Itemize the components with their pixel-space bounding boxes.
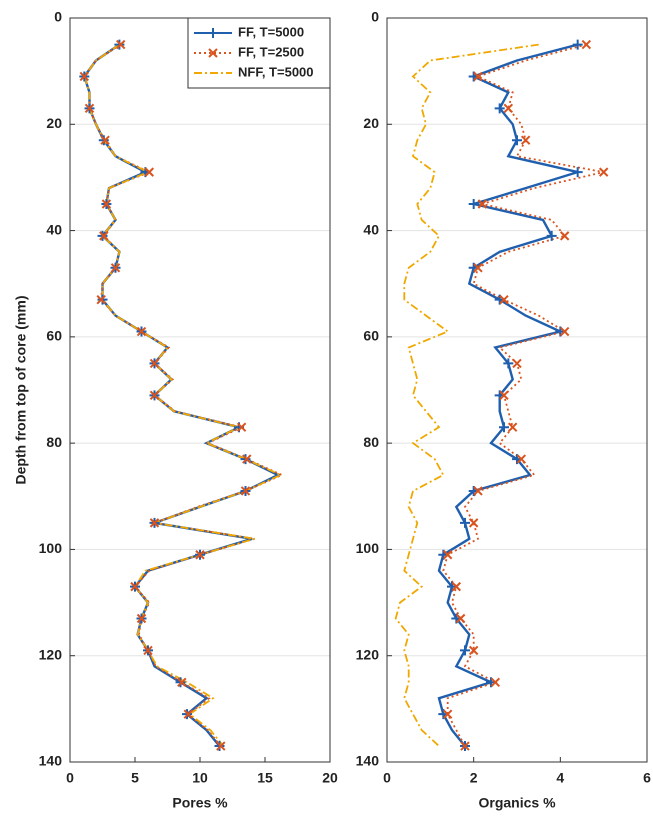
x-tick-label: 5: [131, 770, 139, 786]
x-tick-label: 4: [556, 770, 564, 786]
marker: [455, 613, 466, 624]
marker: [130, 581, 140, 592]
marker: [520, 135, 531, 145]
x-tick-label: 15: [257, 770, 273, 786]
marker: [451, 581, 462, 592]
marker: [136, 613, 147, 624]
marker: [460, 741, 470, 751]
x-tick-label: 10: [192, 770, 208, 786]
marker: [559, 326, 570, 337]
marker: [236, 422, 247, 432]
marker: [460, 645, 470, 656]
y-tick-label: 20: [46, 115, 62, 131]
marker: [149, 518, 160, 528]
marker: [149, 390, 160, 401]
marker: [494, 103, 505, 114]
marker: [572, 39, 583, 50]
marker: [442, 550, 453, 560]
x-tick-label: 20: [322, 770, 338, 786]
marker: [512, 358, 522, 369]
series-line: [82, 43, 281, 747]
y-tick-label: 0: [371, 9, 379, 25]
marker: [177, 677, 187, 687]
series-line: [83, 43, 285, 747]
y-tick-label: 0: [54, 9, 62, 25]
plot-frame: [69, 17, 331, 763]
marker: [473, 263, 483, 273]
y-tick-label: 100: [356, 540, 380, 556]
marker: [490, 677, 501, 687]
marker: [216, 741, 226, 751]
marker: [183, 709, 194, 719]
marker: [442, 709, 453, 719]
marker: [516, 454, 527, 464]
x-tick-label: 0: [66, 770, 74, 786]
x-tick-label: 0: [383, 770, 391, 786]
y-tick-label: 100: [39, 540, 63, 556]
marker: [512, 135, 522, 146]
marker: [101, 199, 112, 209]
y-tick-label: 60: [363, 328, 379, 344]
y-tick-label: 20: [363, 115, 379, 131]
marker: [242, 454, 252, 464]
y-tick-label: 40: [363, 221, 379, 237]
y-tick-label: 140: [356, 753, 380, 769]
marker: [581, 39, 592, 50]
marker: [149, 358, 160, 369]
y-tick-label: 80: [363, 434, 379, 450]
marker: [546, 230, 557, 241]
y-tick-label: 120: [356, 646, 380, 662]
marker: [477, 199, 488, 209]
series-line: [83, 43, 283, 747]
y-tick-label: 80: [46, 434, 62, 450]
marker: [195, 550, 205, 560]
marker: [572, 167, 583, 178]
marker: [499, 422, 509, 433]
y-tick-label: 40: [46, 221, 62, 237]
marker: [115, 39, 126, 50]
marker: [598, 167, 609, 177]
marker: [559, 231, 570, 241]
marker: [79, 71, 90, 82]
y-tick-label: 140: [39, 753, 63, 769]
marker: [99, 231, 109, 241]
marker: [503, 103, 514, 114]
plot-frame: [386, 17, 648, 763]
marker: [503, 358, 514, 369]
marker: [499, 294, 509, 305]
legend-marker: [208, 28, 218, 38]
marker: [468, 518, 479, 528]
series-line: [437, 43, 583, 747]
y-axis-label: Depth from top of core (mm): [13, 296, 29, 485]
series-line: [394, 43, 539, 747]
marker: [96, 294, 106, 305]
marker: [473, 71, 483, 82]
x-axis-label: Pores %: [172, 795, 228, 811]
legend-marker: [208, 48, 218, 58]
marker: [110, 263, 121, 273]
legend-label: FF, T=2500: [238, 44, 304, 59]
marker: [507, 422, 518, 432]
marker: [144, 167, 155, 177]
y-tick-label: 60: [46, 328, 62, 344]
marker: [499, 390, 509, 401]
legend-label: NFF, T=5000: [238, 64, 314, 79]
marker: [136, 326, 147, 337]
marker: [84, 103, 95, 114]
marker: [468, 199, 479, 209]
x-tick-label: 2: [470, 770, 478, 786]
marker: [240, 486, 251, 496]
marker: [143, 645, 153, 656]
marker: [473, 486, 483, 496]
x-axis-label: Organics %: [478, 795, 556, 811]
marker: [468, 645, 479, 656]
marker: [460, 517, 470, 528]
marker: [100, 135, 110, 145]
x-tick-label: 6: [643, 770, 651, 786]
y-tick-label: 120: [39, 646, 63, 662]
legend-label: FF, T=5000: [238, 24, 304, 39]
